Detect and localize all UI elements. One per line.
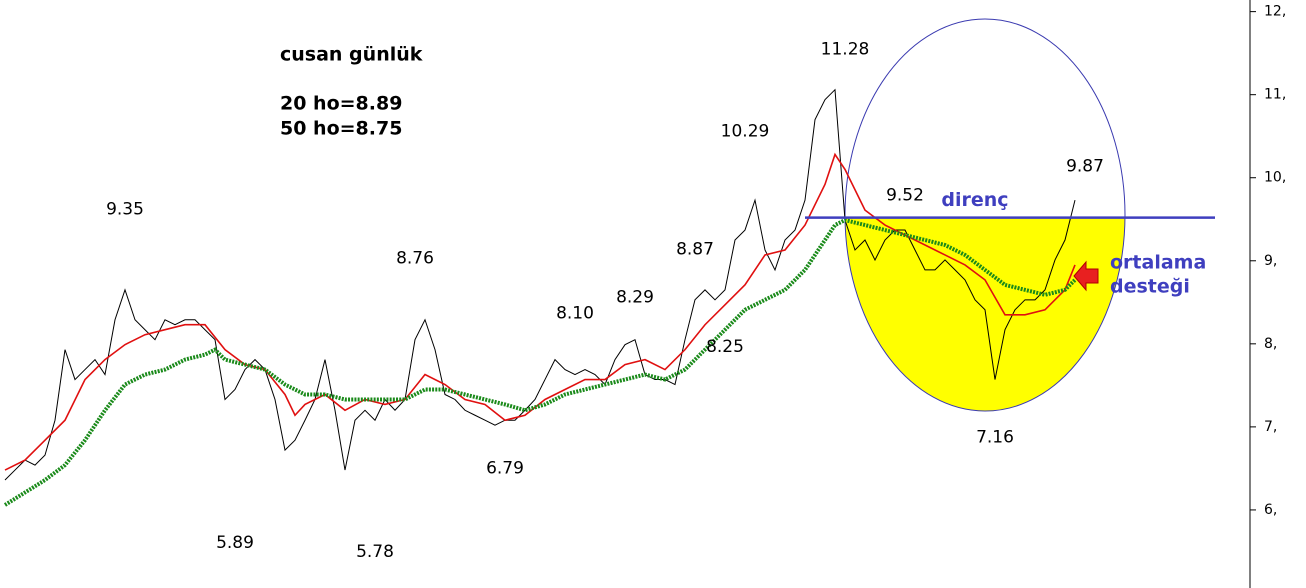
support-note: ortalama: [1110, 252, 1206, 274]
chart-title: cusan günlük: [280, 44, 423, 66]
price-label: 10.29: [721, 122, 770, 142]
price-label: 8.29: [616, 288, 654, 308]
plot: [3, 88, 1077, 507]
y-tick-label: 10,: [1264, 170, 1286, 186]
y-tick-label: 12,: [1264, 4, 1286, 20]
price-label: 5.78: [356, 542, 394, 562]
price-label: 6.79: [486, 458, 524, 478]
y-tick-label: 8,: [1264, 336, 1277, 352]
price-label: 8.76: [396, 249, 434, 269]
price-label: 8.25: [706, 337, 744, 357]
highlight-fill: [845, 217, 1125, 411]
note: 20 ho=8.89: [280, 93, 402, 115]
price-label: 11.28: [821, 39, 870, 59]
price-label: 9.87: [1066, 157, 1104, 177]
price-label: 9.52: [886, 186, 924, 206]
resistance-label: direnç: [941, 189, 1008, 211]
y-tick-label: 7,: [1264, 419, 1277, 435]
y-tick-label: 11,: [1264, 87, 1286, 103]
price-label: 8.87: [676, 240, 714, 260]
price-label: 7.16: [976, 428, 1014, 448]
price-label: 9.35: [106, 200, 144, 220]
series-line: [3, 217, 1077, 507]
price-label: 8.10: [556, 304, 594, 324]
arrow: [1073, 260, 1099, 292]
support-note: desteği: [1110, 276, 1190, 298]
note: 50 ho=8.75: [280, 118, 402, 140]
y-tick-label: 9,: [1264, 253, 1277, 269]
y-tick-label: 6,: [1264, 502, 1277, 518]
price-label: 5.89: [216, 533, 254, 553]
